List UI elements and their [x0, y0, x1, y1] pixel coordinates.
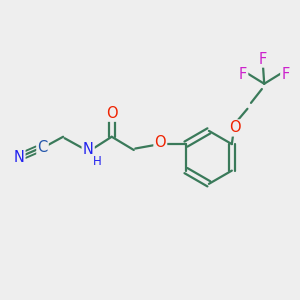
Text: F: F	[239, 67, 247, 82]
Text: N: N	[83, 142, 94, 158]
Text: C: C	[38, 140, 48, 154]
Text: O: O	[154, 135, 166, 150]
Text: H: H	[93, 155, 102, 168]
Text: O: O	[106, 106, 118, 121]
Text: F: F	[281, 67, 290, 82]
Text: N: N	[14, 150, 24, 165]
Text: F: F	[259, 52, 267, 67]
Text: O: O	[229, 120, 241, 135]
